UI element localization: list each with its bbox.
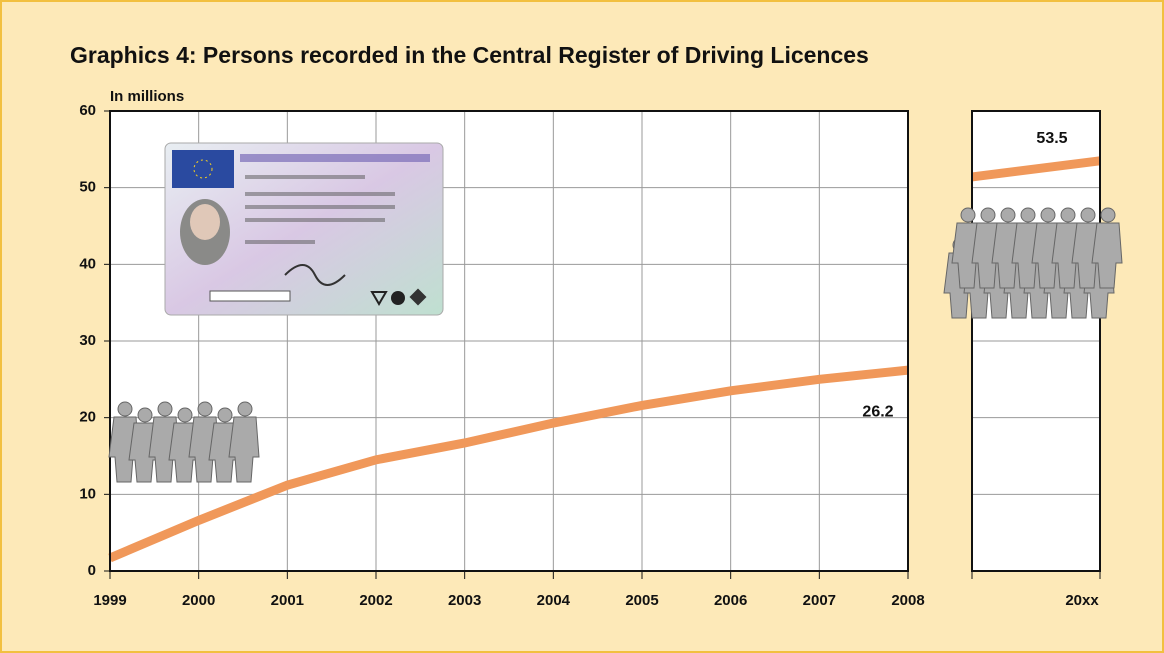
x-tick-label: 20xx <box>1065 592 1099 609</box>
y-axis-label: In millions <box>110 88 184 105</box>
x-tick-label: 1999 <box>93 592 126 609</box>
head <box>1041 208 1055 222</box>
head <box>138 408 152 422</box>
head <box>1081 208 1095 222</box>
y-tick-label: 50 <box>79 179 96 196</box>
head <box>198 402 212 416</box>
x-tick-label: 2003 <box>448 592 481 609</box>
x-tick-label: 2001 <box>271 592 304 609</box>
y-tick-label: 20 <box>79 409 96 426</box>
data-label: 26.2 <box>862 403 893 420</box>
head <box>218 408 232 422</box>
x-tick-label: 2008 <box>891 592 924 609</box>
head <box>1061 208 1075 222</box>
chart-title: Graphics 4: Persons recorded in the Cent… <box>70 42 869 68</box>
head <box>158 402 172 416</box>
y-tick-label: 30 <box>79 332 96 349</box>
head <box>118 402 132 416</box>
x-tick-label: 2005 <box>625 592 658 609</box>
head <box>1021 208 1035 222</box>
x-tick-label: 2007 <box>803 592 836 609</box>
page: Graphics 4: Persons recorded in the Cent… <box>0 0 1164 653</box>
head <box>961 208 975 222</box>
y-tick-label: 10 <box>79 485 96 502</box>
x-tick-label: 2002 <box>359 592 392 609</box>
data-label: 53.5 <box>1036 130 1067 147</box>
y-tick-label: 60 <box>79 102 96 119</box>
licence-card <box>165 143 443 315</box>
head <box>1001 208 1015 222</box>
head <box>238 402 252 416</box>
head <box>981 208 995 222</box>
x-tick-label: 2000 <box>182 592 215 609</box>
head <box>178 408 192 422</box>
y-tick-label: 40 <box>79 255 96 272</box>
x-tick-label: 2006 <box>714 592 747 609</box>
x-tick-label: 2004 <box>537 592 571 609</box>
head <box>1101 208 1115 222</box>
y-tick-label: 0 <box>88 562 96 579</box>
